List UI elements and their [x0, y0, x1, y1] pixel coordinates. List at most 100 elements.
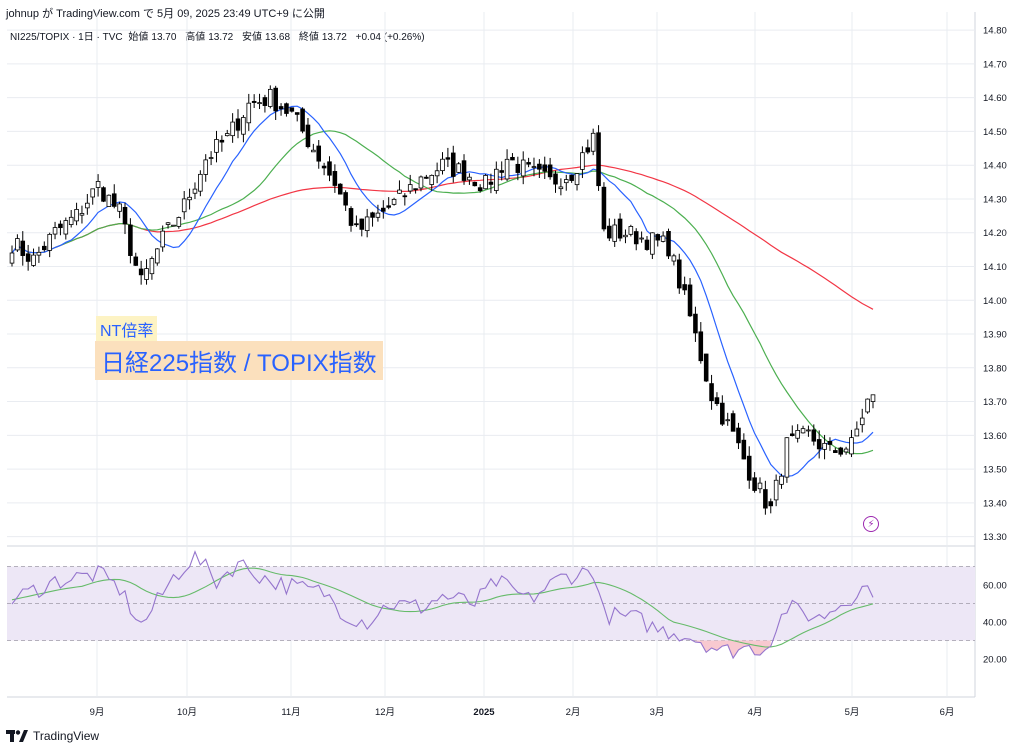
candle-body [547, 164, 553, 178]
candle-body [676, 259, 682, 289]
price-tick-label: 14.50 [983, 127, 1007, 138]
lightning-icon[interactable]: ⚡ [863, 516, 879, 532]
candle-body [311, 149, 316, 153]
price-tick-label: 14.00 [983, 296, 1007, 307]
candle-body [429, 174, 435, 185]
candle-body [870, 394, 876, 402]
candle-body [214, 139, 219, 153]
candle-body [450, 152, 456, 177]
candle-body [294, 112, 300, 115]
candle-body [698, 331, 704, 362]
candle-body [241, 117, 246, 135]
candle-body [31, 254, 36, 266]
annotation-nikkei-topix[interactable]: 日経225指数 / TOPIX指数 [95, 341, 383, 380]
candle-body [477, 187, 483, 192]
candle-body [714, 397, 720, 405]
candle-body [607, 225, 612, 239]
candle-body [407, 184, 413, 192]
ma-long-line [11, 164, 874, 310]
candle-body [816, 439, 822, 450]
candle-body [580, 152, 585, 170]
candle-body [424, 176, 429, 179]
candle-body [95, 181, 101, 188]
candle-body [687, 284, 693, 317]
candle-body [364, 216, 370, 232]
annotation-nt-ratio[interactable]: NT倍率 [96, 316, 158, 342]
candle-body [467, 176, 472, 181]
candle-body [655, 234, 661, 241]
time-tick-label: 6月 [940, 707, 955, 718]
rsi-ma-line [11, 567, 874, 648]
brand-name: TradingView [33, 729, 100, 743]
candle-body [300, 108, 305, 132]
candle-body [806, 429, 811, 432]
price-tick-label: 13.50 [983, 465, 1007, 476]
candle-body [25, 253, 31, 262]
price-tick-label: 13.80 [983, 363, 1007, 374]
price-tick-label: 14.80 [983, 26, 1007, 37]
candle-body [354, 223, 359, 226]
candle-body [741, 439, 747, 460]
candle-body [251, 100, 257, 103]
candle-body [849, 437, 854, 455]
candle-body [601, 186, 607, 230]
candle-body [386, 205, 391, 208]
candle-body [709, 383, 714, 402]
candle-body [359, 218, 365, 230]
candle-body [757, 482, 763, 490]
rsi-tick-label: 40.00 [983, 618, 1007, 629]
candle-body [402, 195, 408, 198]
candle-body [859, 417, 865, 426]
price-tick-label: 13.90 [983, 330, 1007, 341]
price-tick-label: 14.40 [983, 161, 1007, 172]
candle-body [370, 212, 375, 218]
candle-body [246, 102, 252, 124]
time-tick-label: 2月 [566, 707, 581, 718]
candle-body [413, 188, 418, 191]
candle-body [434, 170, 440, 177]
candle-body [811, 429, 817, 442]
candle-body [20, 240, 26, 256]
time-tick-label: 4月 [748, 707, 763, 718]
symbol-label[interactable]: NI225/TOPIX · 1日 · TVC [10, 32, 123, 43]
candle-body [623, 234, 628, 238]
candle-body [499, 170, 504, 173]
candle-body [273, 87, 278, 112]
candle-body [85, 202, 90, 209]
price-chart[interactable]: 14.80 14.70 14.60 14.50 14.40 14.30 14.20 14.10… [0, 0, 1024, 725]
candle-body [63, 220, 69, 235]
time-tick-label: 11月 [281, 707, 300, 718]
candle-body [827, 440, 833, 445]
candle-body [79, 213, 85, 216]
time-tick-label: 3月 [650, 707, 665, 718]
ma-mid-line [11, 130, 874, 455]
candle-body [795, 430, 800, 439]
footer-brand[interactable]: TradingView [6, 729, 99, 743]
price-tick-label: 13.30 [983, 532, 1007, 543]
candle-body [520, 159, 526, 177]
candle-body [752, 477, 757, 491]
candle-body [617, 218, 623, 239]
candle-body [192, 188, 198, 194]
candle-body [574, 173, 580, 186]
candle-body [208, 157, 214, 159]
candle-body [321, 165, 327, 169]
candle-body [660, 235, 666, 242]
candle-body [106, 194, 112, 207]
candle-body [381, 207, 386, 212]
candle-body [510, 156, 515, 161]
price-tick-label: 13.70 [983, 397, 1007, 408]
candle-body [531, 166, 537, 168]
candle-body [833, 450, 838, 453]
candle-body [585, 147, 591, 153]
candle-body [682, 284, 687, 291]
candle-body [730, 413, 736, 432]
time-tick-label: 5月 [845, 707, 860, 718]
candle-body [165, 222, 171, 225]
candle-body [101, 187, 106, 202]
candle-body [483, 175, 488, 190]
candle-body [289, 107, 295, 112]
candle-body [397, 189, 402, 194]
candle-body [316, 145, 322, 162]
